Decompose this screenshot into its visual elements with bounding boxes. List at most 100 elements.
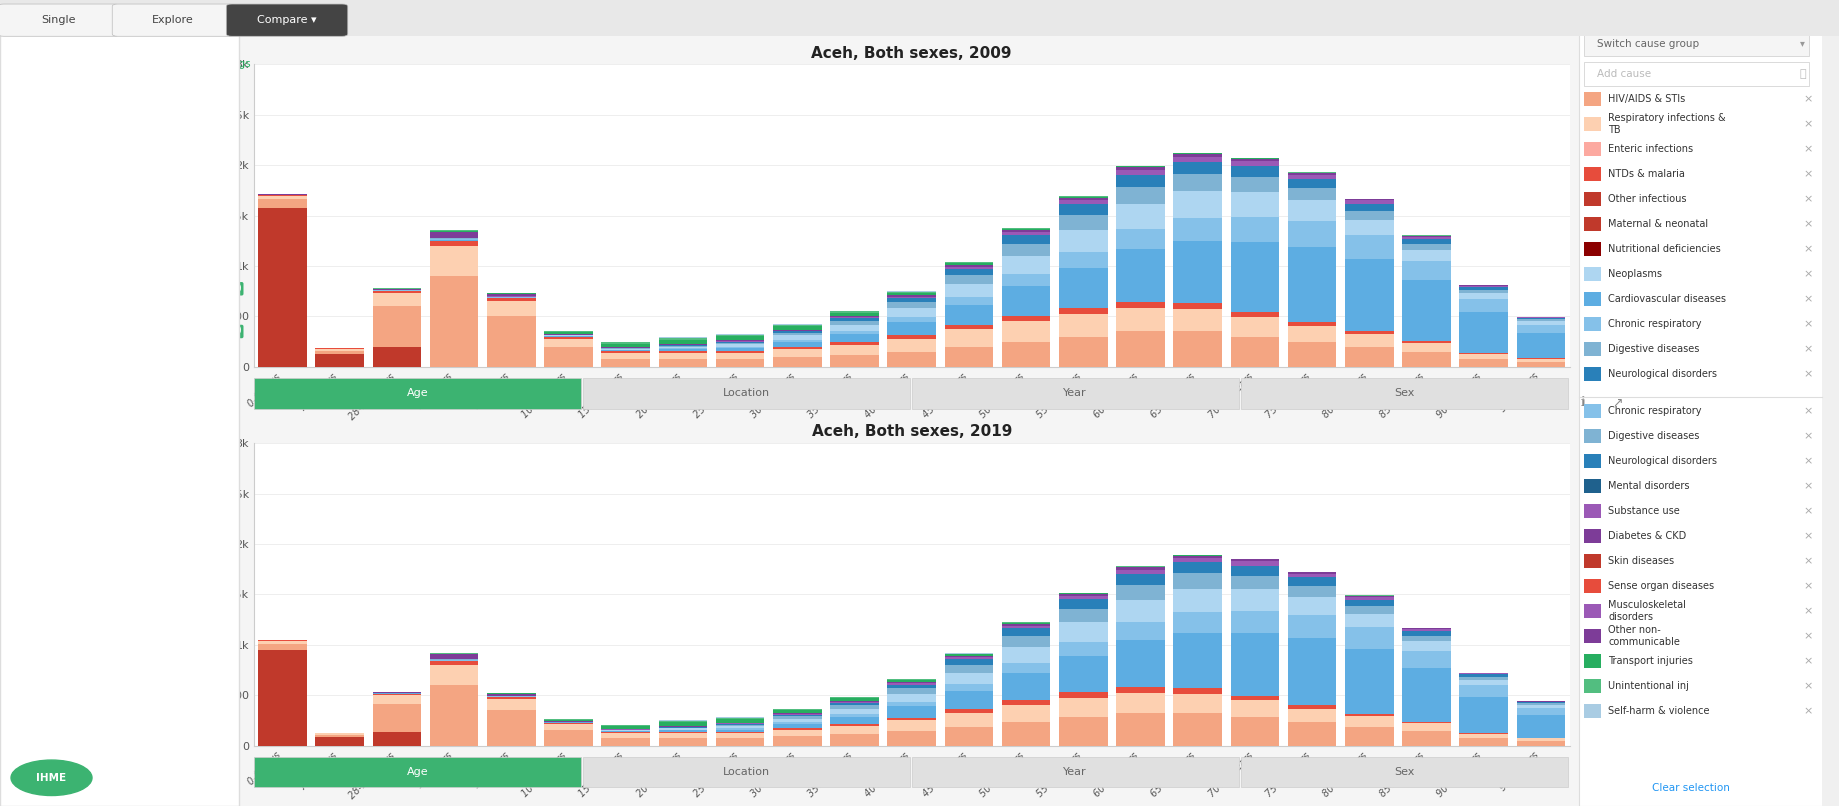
Bar (715, 724, 763, 725)
Bar (1000, 235, 1050, 243)
Text: Deaths: Deaths (97, 141, 134, 151)
Bar (1000, 231, 1050, 232)
Bar (1287, 175, 1335, 179)
Text: Shared Settings: Shared Settings (9, 58, 121, 71)
Bar (1116, 640, 1164, 687)
Bar (1401, 721, 1449, 724)
Bar (1458, 352, 1508, 354)
Bar (829, 698, 879, 700)
Bar (1059, 268, 1107, 308)
FancyBboxPatch shape (158, 72, 235, 99)
Text: ×: × (1802, 319, 1811, 329)
Bar (1000, 316, 1050, 322)
Bar (829, 700, 879, 701)
Text: Transport injuries: Transport injuries (1607, 656, 1692, 666)
Bar (544, 730, 592, 746)
Bar (1116, 204, 1164, 229)
Text: Location: Location (723, 388, 769, 398)
Bar (1515, 318, 1565, 319)
FancyBboxPatch shape (180, 223, 235, 251)
Bar (772, 333, 822, 335)
Bar (1116, 229, 1164, 249)
Bar (1515, 333, 1565, 358)
Bar (1173, 694, 1221, 713)
Bar (1000, 243, 1050, 256)
Bar (1116, 168, 1164, 170)
Bar (1287, 173, 1335, 175)
Title: Aceh, Both sexes, 2019: Aceh, Both sexes, 2019 (811, 424, 1011, 439)
Bar (430, 662, 478, 665)
Bar (1458, 738, 1508, 746)
Bar (487, 298, 535, 301)
Bar (1458, 696, 1508, 733)
Bar (314, 737, 364, 746)
Bar (314, 733, 364, 735)
Bar (1116, 187, 1164, 204)
Text: IHME: IHME (37, 773, 66, 783)
Bar (1458, 293, 1508, 299)
Bar (1287, 247, 1335, 322)
Text: Digestive diseases: Digestive diseases (1607, 431, 1699, 441)
Bar (373, 291, 421, 293)
FancyBboxPatch shape (134, 193, 189, 221)
Bar (1116, 687, 1164, 692)
Text: ×: × (1802, 294, 1811, 304)
Bar (658, 338, 706, 340)
Bar (829, 317, 879, 318)
FancyBboxPatch shape (88, 72, 166, 99)
Text: Other non-
communicable: Other non- communicable (1607, 625, 1679, 646)
Bar (715, 732, 763, 733)
Bar (715, 719, 763, 723)
Text: Risk: Risk (186, 81, 208, 90)
Bar (886, 293, 936, 295)
Bar (257, 650, 307, 746)
Bar (943, 664, 993, 672)
Bar (1116, 692, 1164, 713)
Bar (943, 305, 993, 326)
Bar (829, 355, 879, 367)
Bar (715, 352, 763, 359)
Bar (715, 343, 763, 344)
Text: Sex: Sex (9, 203, 29, 213)
Bar (772, 710, 822, 713)
Y-axis label: Deaths: Deaths (206, 572, 219, 617)
Bar (430, 231, 478, 238)
Text: Total All causes: Total All causes (99, 112, 180, 122)
Bar (544, 347, 592, 367)
Bar (1458, 312, 1508, 352)
Bar (1230, 166, 1278, 177)
Bar (1344, 600, 1392, 606)
Bar (715, 725, 763, 726)
Bar (1401, 340, 1449, 343)
Text: HIV/AIDS & STIs: HIV/AIDS & STIs (1607, 94, 1685, 104)
Bar (1230, 700, 1278, 717)
Text: ×: × (1802, 144, 1811, 154)
Text: ×: × (1802, 656, 1811, 666)
Text: ×: × (1802, 244, 1811, 254)
Bar (829, 313, 879, 316)
Bar (829, 726, 879, 734)
Bar (943, 275, 993, 285)
Bar (1116, 301, 1164, 308)
Bar (772, 717, 822, 719)
Bar (1173, 156, 1221, 162)
Bar (1173, 556, 1221, 558)
Bar (487, 294, 535, 297)
Bar (829, 345, 879, 355)
Bar (1401, 635, 1449, 641)
Bar (1116, 249, 1164, 301)
Bar (1000, 342, 1050, 367)
Bar (1116, 600, 1164, 622)
Bar (943, 672, 993, 684)
Bar (1230, 589, 1278, 611)
Bar (1173, 558, 1221, 563)
Bar (1401, 724, 1449, 732)
Bar (544, 331, 592, 332)
Bar (487, 697, 535, 700)
Bar (829, 717, 879, 724)
Text: Digestive diseases: Digestive diseases (1607, 344, 1699, 354)
Text: Aceh: Aceh (99, 173, 125, 183)
Text: #: # (110, 232, 120, 242)
Bar (886, 297, 936, 298)
Bar (886, 718, 936, 721)
